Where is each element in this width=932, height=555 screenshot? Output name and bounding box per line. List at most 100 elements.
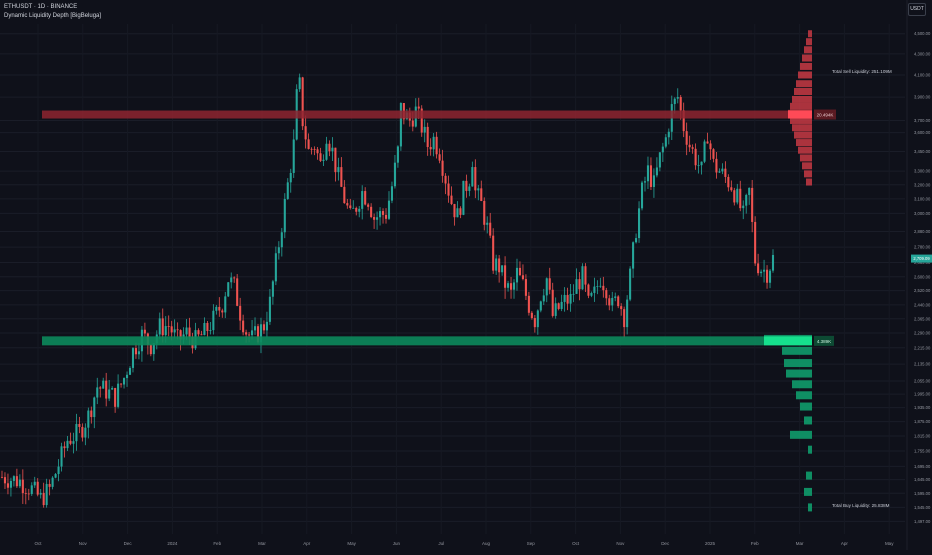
- sell-profile-bar: [800, 62, 812, 70]
- candle-body: [176, 329, 179, 331]
- candle-body: [84, 427, 87, 438]
- x-tick-label: Mar: [258, 541, 266, 546]
- x-tick-label: Jun: [393, 541, 401, 546]
- candle-body: [51, 477, 54, 487]
- candle-body: [167, 326, 170, 327]
- candle-body: [599, 285, 602, 287]
- candle-body: [691, 147, 694, 149]
- candle-body: [128, 367, 132, 375]
- candle-body: [566, 294, 569, 304]
- candle-body: [417, 106, 420, 109]
- candle-body: [465, 180, 468, 191]
- candle-body: [560, 301, 563, 309]
- candle-body: [575, 279, 578, 294]
- candle-body: [304, 126, 307, 140]
- candle-body: [477, 188, 480, 191]
- candle-body: [274, 253, 277, 282]
- x-tick-label: Oct: [572, 541, 580, 546]
- buy-profile-bar: [792, 380, 812, 389]
- sell-liquidity-band: [42, 110, 812, 119]
- sell-profile-bar: [798, 146, 812, 154]
- y-tick-label: 1,995.00: [914, 392, 931, 397]
- candle-body: [578, 279, 581, 290]
- candle-body: [423, 126, 426, 133]
- candle-body: [745, 194, 748, 206]
- candle-body: [271, 281, 274, 297]
- sell-profile-bar: [798, 71, 812, 79]
- candle-body: [545, 278, 548, 296]
- y-tick-label: 3,900.00: [914, 95, 931, 100]
- candle-body: [646, 165, 650, 182]
- symbol-title[interactable]: ETHUSDT · 1D · BINANCE: [4, 4, 78, 10]
- x-tick-label: Nov: [616, 541, 625, 546]
- candle-body: [640, 182, 644, 209]
- candle-body: [242, 320, 245, 333]
- buy-profile-bar: [786, 369, 812, 378]
- candle-body: [209, 330, 212, 332]
- candle-body: [75, 423, 78, 442]
- y-tick-label: 1,755.00: [914, 448, 931, 453]
- candle-body: [370, 206, 373, 218]
- candle-body: [245, 332, 248, 335]
- candle-body: [292, 139, 295, 173]
- candle-body: [557, 303, 560, 309]
- candle-body: [492, 235, 495, 271]
- liquidity-profile: [764, 30, 812, 512]
- candle-body: [259, 324, 263, 343]
- x-tick-label: May: [347, 541, 356, 546]
- candle-body: [137, 351, 140, 355]
- candle-body: [123, 378, 126, 385]
- candle-body: [605, 290, 608, 299]
- candle-body: [45, 483, 48, 506]
- candle-body: [170, 326, 173, 333]
- currency-button[interactable]: USDT: [908, 3, 926, 16]
- candle-body: [12, 476, 15, 481]
- candle-body: [161, 318, 164, 336]
- candle-body: [248, 334, 251, 336]
- candle-body: [733, 190, 736, 203]
- candle-body: [766, 269, 769, 283]
- y-tick-label: 1,595.00: [914, 491, 931, 496]
- candle-body: [724, 168, 727, 177]
- candle-body: [593, 286, 596, 293]
- candle-body: [655, 167, 658, 176]
- candle-body: [224, 296, 227, 313]
- candle-body: [96, 387, 99, 398]
- candle-body: [596, 286, 599, 287]
- candle-body: [120, 383, 123, 385]
- sell-profile-bar: [806, 178, 812, 186]
- candle-body: [632, 242, 635, 269]
- candle-body: [268, 296, 271, 322]
- candle-body: [742, 205, 745, 209]
- candle-body: [459, 208, 462, 215]
- candle-body: [736, 188, 739, 203]
- candle-body: [751, 187, 754, 222]
- indicator-title[interactable]: Dynamic Liquidity Depth [BigBeluga]: [4, 13, 102, 19]
- candle-body: [673, 98, 676, 105]
- x-tick-label: Sep: [527, 541, 536, 546]
- candle-body: [694, 148, 697, 166]
- candle-body: [471, 167, 474, 187]
- candle-body: [748, 187, 751, 195]
- candle-body: [384, 214, 388, 219]
- candle-body: [262, 324, 266, 331]
- y-tick-label: 2,365.00: [914, 316, 931, 321]
- buy-profile-bar: [808, 445, 812, 454]
- candle-body: [399, 102, 402, 147]
- buy-profile-bar: [806, 471, 812, 480]
- y-tick-label: 1,545.00: [914, 505, 931, 510]
- candle-body: [340, 167, 343, 187]
- y-tick-label: 2,520.00: [914, 288, 931, 293]
- sell-profile-bar: [806, 38, 812, 46]
- candle-body: [218, 306, 221, 311]
- candle-body: [706, 141, 709, 144]
- candle-body: [173, 329, 176, 333]
- total-buy-label: Total Buy Liquidity: 25.838M: [832, 503, 890, 508]
- candle-body: [125, 374, 129, 379]
- candle-body: [635, 238, 638, 243]
- candle-body: [757, 263, 760, 274]
- candle-body: [483, 200, 486, 225]
- candle-body: [590, 292, 593, 296]
